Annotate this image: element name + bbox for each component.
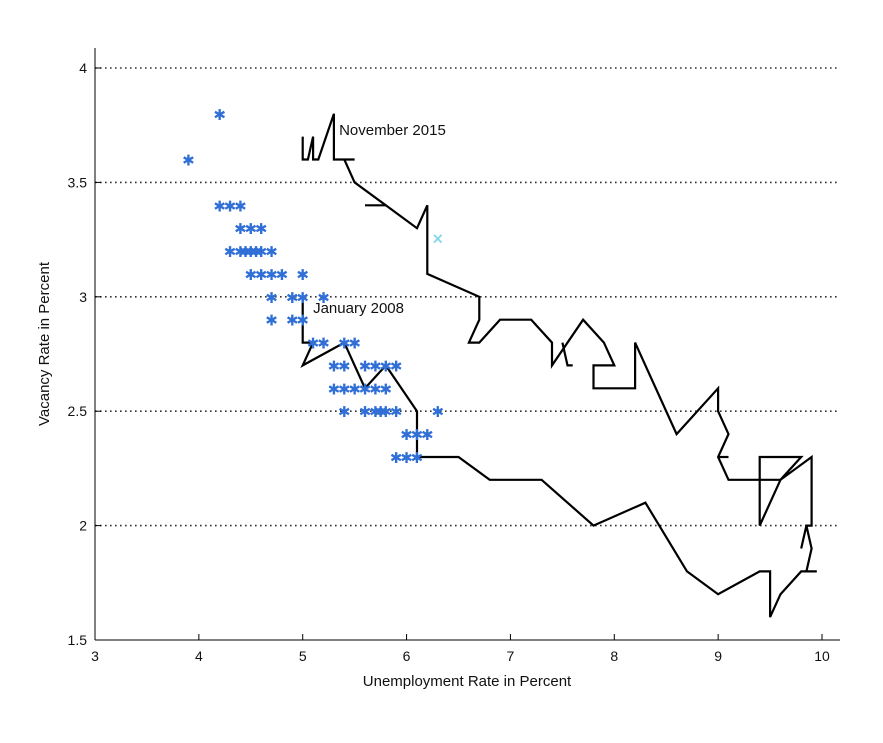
axes [94,48,840,641]
data-point: ✱ [234,243,247,261]
data-point: ✱ [224,197,237,215]
y-tick-label: 2.5 [68,403,88,419]
ticks: 1.5 2 2.5 3 3.5 4 3 4 5 6 7 8 9 10 [68,60,830,664]
data-point: ✱ [244,266,257,284]
data-point: ✱ [244,220,257,238]
data-point: ✱ [411,426,424,444]
data-point: ✱ [328,357,341,375]
annotation-january-2008: January 2008 [313,300,404,317]
data-point: ✱ [296,312,309,330]
data-point: ✱ [390,357,403,375]
y-tick-label: 4 [79,60,87,76]
annotation-november-2015: November 2015 [339,122,446,139]
data-point: ✱ [400,426,413,444]
x-tick-label: 3 [91,648,99,664]
data-point: ✱ [421,426,434,444]
x-tick-label: 7 [507,648,515,664]
data-point: ✱ [390,449,403,467]
data-point: ✱ [348,335,361,353]
data-point: ✱ [244,243,257,261]
data-point: ✱ [255,220,268,238]
x-axis-label: Unemployment Rate in Percent [363,673,572,690]
data-point: ✱ [411,449,424,467]
data-point: ✱ [338,335,351,353]
series-marker-group: ✱✱✱✱✱✱✱✱✱✱✱✱✱✱✱✱✱✱✱ ✱✱ ✱✱ ✱✱ ✱✱✱✱ ✱✱✱✱ ✱✱✱✱✱✱✱… [182,106,444,467]
data-point: ✱ [224,243,237,261]
x-tick-label: 4 [195,648,203,664]
data-point: ✱ [265,266,278,284]
data-point-faint: × [431,229,444,247]
x-tick-label: 5 [299,648,307,664]
data-point: ✱ [182,152,195,170]
gridlines [95,67,840,527]
data-point: ✱ [234,197,247,215]
series-line [300,113,817,618]
annotations: November 2015 January 2008 [313,122,446,317]
data-point: ✱ [265,312,278,330]
data-point: ✱ [276,266,289,284]
data-point: ✱ [328,380,341,398]
data-point: ✱ [431,403,444,421]
data-point: ✱ [255,266,268,284]
y-tick-label: 1.5 [68,632,88,648]
y-tick-label: 3.5 [68,174,88,190]
data-point: ✱ [338,380,351,398]
data-point: ✱ [390,403,403,421]
series-line-segment [561,342,573,367]
data-point: ✱ [234,220,247,238]
data-point: ✱ [317,335,330,353]
data-point: ✱ [239,243,252,261]
data-point: ✱ [286,312,299,330]
data-point: ✱ [369,403,382,421]
data-point: ✱ [265,289,278,307]
data-point: ✱ [380,403,393,421]
x-tick-label: 9 [714,648,722,664]
data-point: ✱ [400,449,413,467]
data-point: ✱ [348,380,361,398]
x-tick-label: 8 [610,648,618,664]
y-axis-label: Vacancy Rate in Percent [36,261,53,426]
data-point: ✱ [359,357,372,375]
data-point: ✱ [296,266,309,284]
data-point: ✱ [296,289,309,307]
data-point: ✱ [317,289,330,307]
x-tick-label: 10 [814,648,830,664]
y-tick-label: 3 [79,289,87,305]
data-point: ✱ [213,197,226,215]
data-point: ✱ [250,243,263,261]
x-tick-label: 6 [403,648,411,664]
data-point: ✱ [369,357,382,375]
data-point: ✱ [338,357,351,375]
data-point: ✱ [286,289,299,307]
data-point: ✱ [380,357,393,375]
data-point: ✱ [265,243,278,261]
data-point: ✱ [359,380,372,398]
data-point: ✱ [307,335,320,353]
data-point: ✱ [338,403,351,421]
data-point: ✱ [380,380,393,398]
data-point: ✱ [359,403,372,421]
series-line-group [300,113,817,618]
data-point: ✱ [374,403,387,421]
data-point: ✱ [255,243,268,261]
data-point: ✱ [213,106,226,124]
data-point: ✱ [369,380,382,398]
y-tick-label: 2 [79,518,87,534]
